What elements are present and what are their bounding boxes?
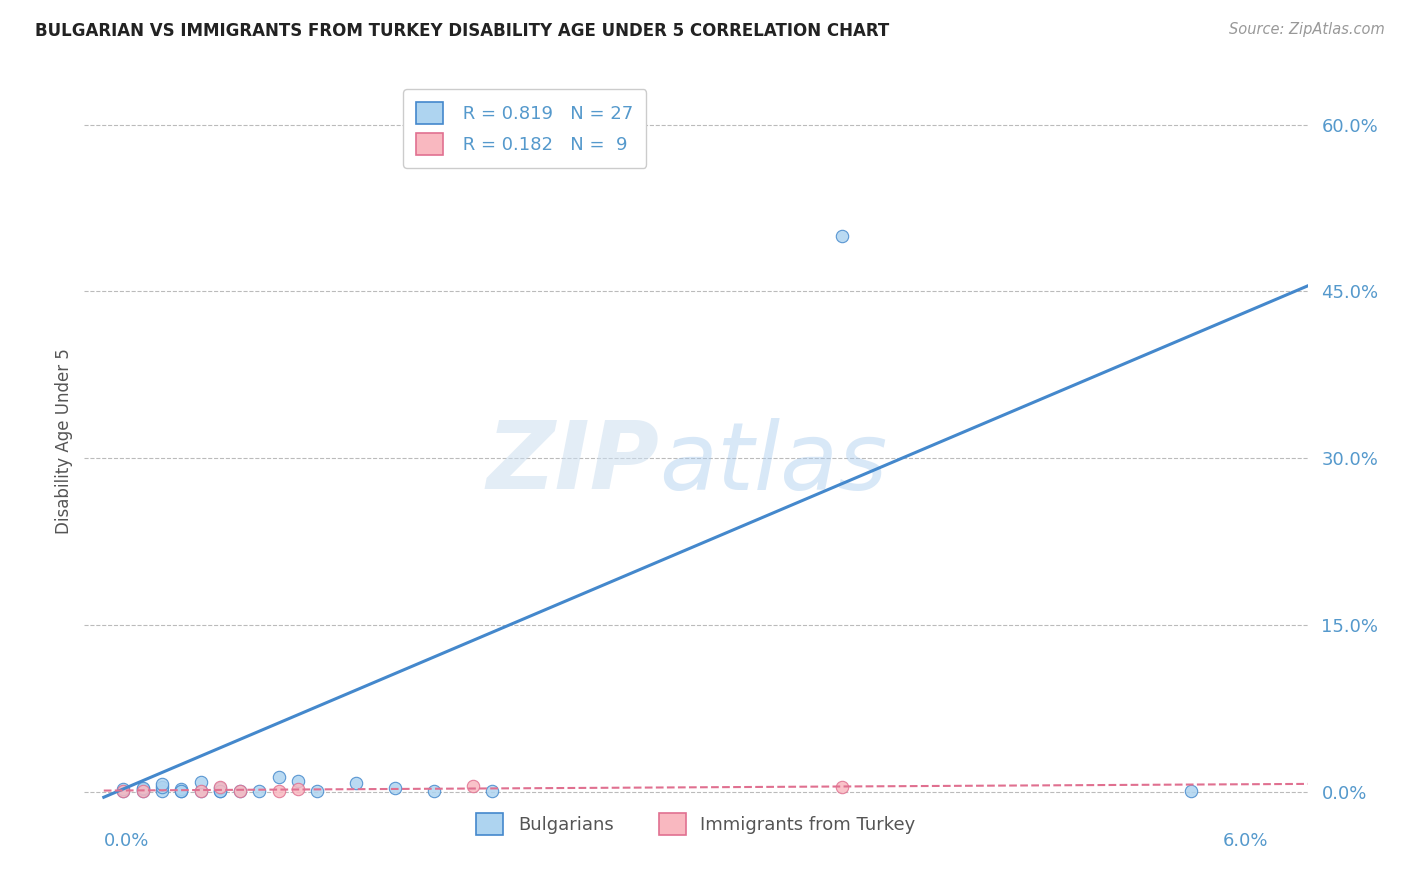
Text: 6.0%: 6.0%	[1223, 831, 1268, 850]
Point	[209, 783, 232, 797]
Point	[131, 781, 153, 796]
Point	[423, 783, 446, 797]
Point	[481, 783, 503, 797]
Point	[228, 783, 250, 797]
Y-axis label: Disability Age Under 5: Disability Age Under 5	[55, 349, 73, 534]
Point	[131, 782, 153, 797]
Point	[112, 783, 135, 797]
Point	[170, 783, 193, 797]
Point	[831, 228, 853, 243]
Point	[287, 782, 309, 797]
Point	[150, 777, 173, 791]
Text: Source: ZipAtlas.com: Source: ZipAtlas.com	[1229, 22, 1385, 37]
Legend: Bulgarians, Immigrants from Turkey: Bulgarians, Immigrants from Turkey	[467, 805, 925, 845]
Point	[831, 780, 853, 795]
Text: BULGARIAN VS IMMIGRANTS FROM TURKEY DISABILITY AGE UNDER 5 CORRELATION CHART: BULGARIAN VS IMMIGRANTS FROM TURKEY DISA…	[35, 22, 890, 40]
Text: atlas: atlas	[659, 417, 887, 508]
Point	[131, 783, 153, 797]
Point	[344, 776, 367, 790]
Point	[267, 783, 290, 797]
Point	[287, 773, 309, 788]
Point	[461, 779, 484, 793]
Point	[170, 782, 193, 797]
Point	[209, 783, 232, 797]
Point	[112, 783, 135, 797]
Point	[150, 783, 173, 797]
Point	[228, 783, 250, 797]
Point	[384, 781, 406, 796]
Point	[112, 782, 135, 797]
Point	[307, 783, 329, 797]
Text: 0.0%: 0.0%	[104, 831, 149, 850]
Point	[170, 783, 193, 797]
Point	[150, 780, 173, 795]
Point	[190, 783, 212, 797]
Point	[131, 783, 153, 797]
Point	[190, 774, 212, 789]
Point	[247, 783, 270, 797]
Point	[209, 780, 232, 795]
Point	[190, 783, 212, 797]
Point	[1180, 783, 1202, 797]
Point	[267, 770, 290, 784]
Point	[209, 781, 232, 796]
Text: ZIP: ZIP	[486, 417, 659, 509]
